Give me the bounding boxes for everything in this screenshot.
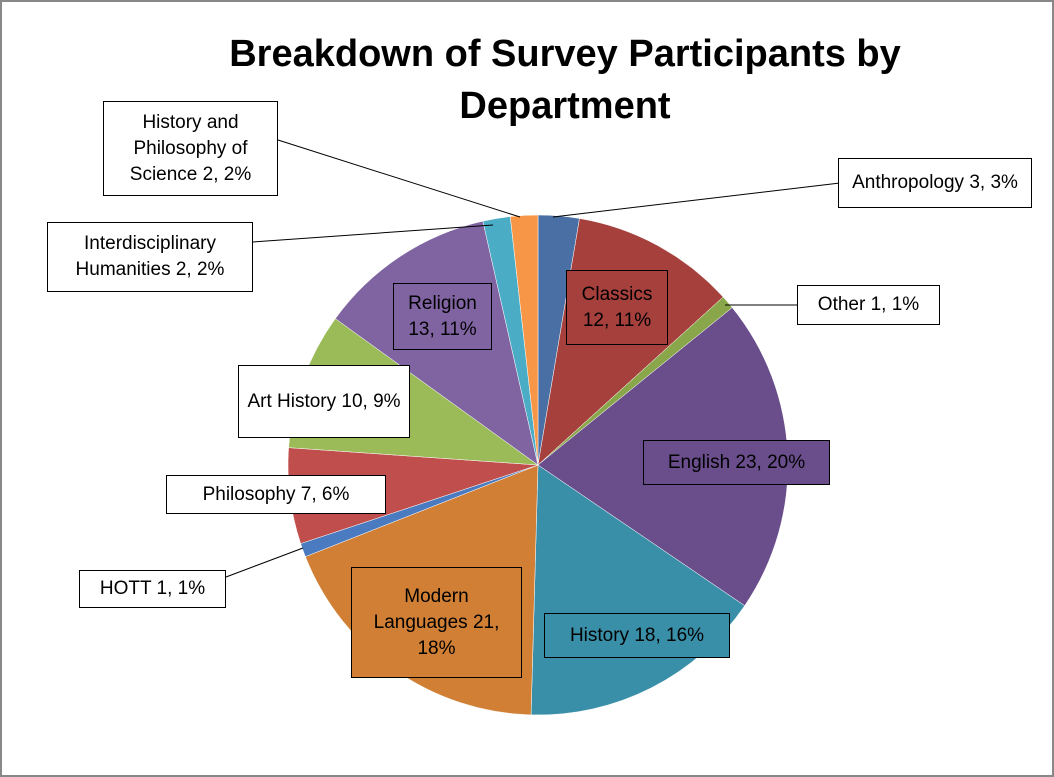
data-label: Modern Languages 21, 18% bbox=[351, 567, 522, 678]
data-label: Anthropology 3, 3% bbox=[838, 158, 1032, 208]
leader-line bbox=[552, 182, 841, 218]
data-label: English 23, 20% bbox=[643, 440, 830, 485]
data-label: Other 1, 1% bbox=[797, 285, 940, 325]
leader-line bbox=[252, 224, 494, 243]
data-label: Art History 10, 9% bbox=[238, 365, 410, 438]
leader-line bbox=[277, 139, 521, 218]
data-label: Religion 13, 11% bbox=[393, 283, 492, 350]
chart-title: Breakdown of Survey Participants by Depa… bbox=[229, 33, 901, 127]
data-label: HOTT 1, 1% bbox=[79, 570, 226, 608]
data-label: Philosophy 7, 6% bbox=[166, 475, 386, 514]
data-label: History 18, 16% bbox=[544, 613, 730, 658]
slice bbox=[509, 214, 539, 466]
data-label: Interdisciplinary Humanities 2, 2% bbox=[47, 222, 253, 292]
leader-line bbox=[225, 547, 304, 578]
data-label: Classics 12, 11% bbox=[566, 270, 668, 345]
data-label: History and Philosophy of Science 2, 2% bbox=[103, 101, 278, 196]
